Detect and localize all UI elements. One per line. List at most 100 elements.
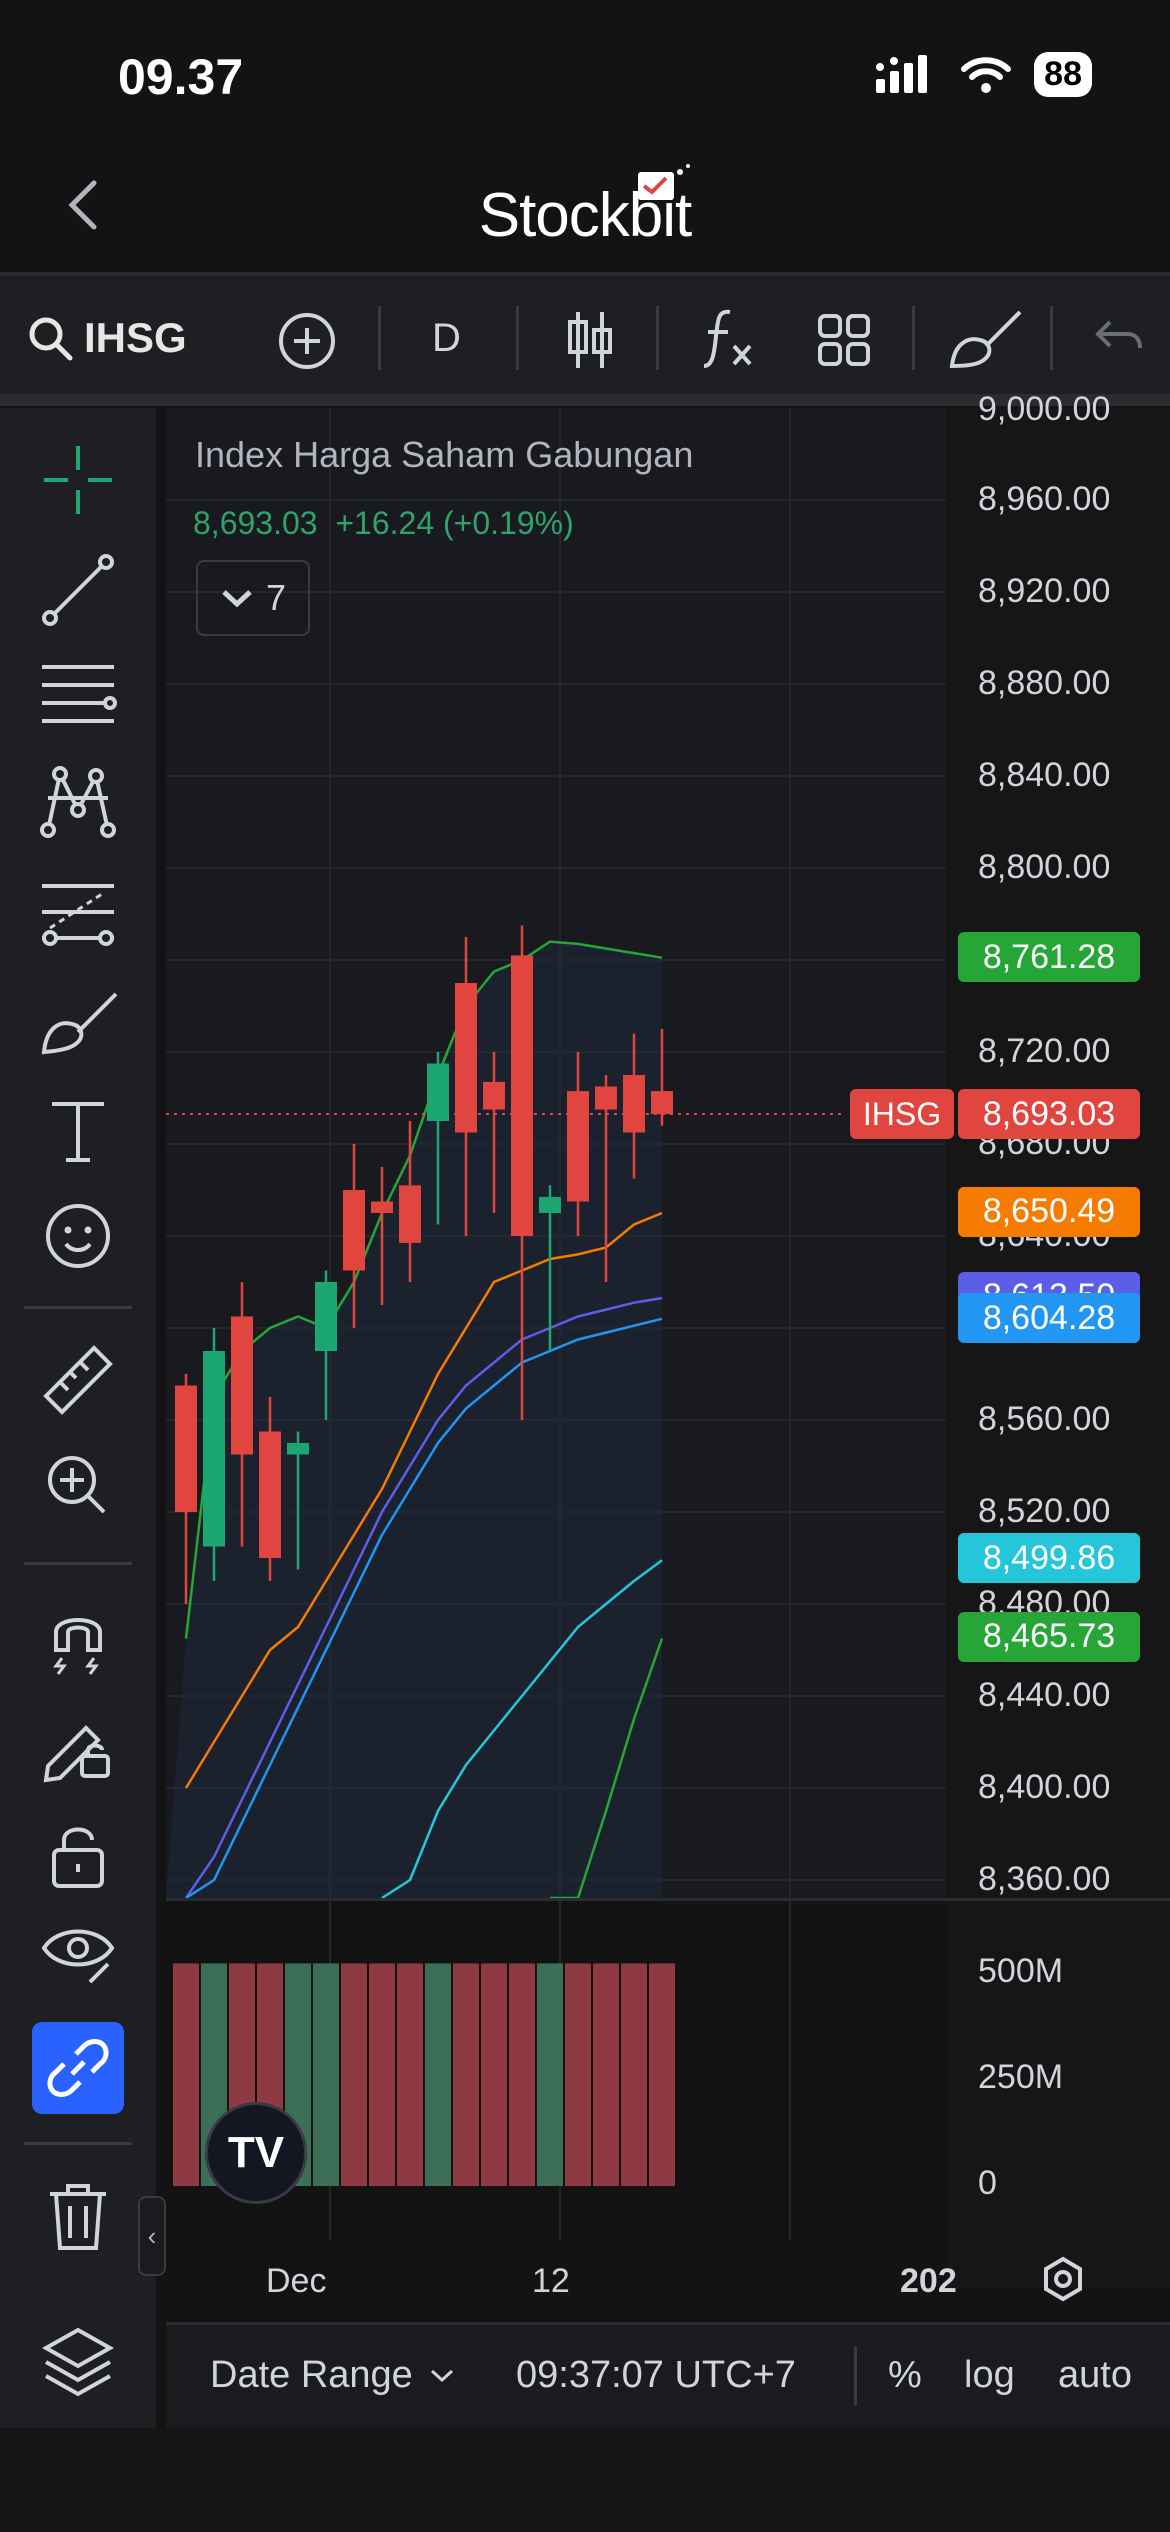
interval-button[interactable]: D <box>432 316 461 360</box>
battery-indicator: 88 <box>1034 52 1092 97</box>
price-badge: 8,604.28 <box>958 1293 1140 1344</box>
bollinger-band-fill <box>166 941 662 1898</box>
volume-bar <box>313 1963 339 2186</box>
brush-icon[interactable] <box>38 980 122 1060</box>
candle-body <box>427 1063 449 1121</box>
visibility-icon[interactable] <box>38 1912 118 1992</box>
price-tick-label: 8,360.00 <box>978 1860 1111 1898</box>
toolbar-separator <box>516 306 519 370</box>
indicators-toggle[interactable]: 7 <box>196 560 310 636</box>
candle-body <box>399 1185 421 1243</box>
magnet-icon[interactable] <box>38 1600 118 1680</box>
undo-icon[interactable] <box>1094 316 1144 360</box>
volume-tick-label: 500M <box>978 1952 1064 1990</box>
indicator-line-ma-blue <box>185 1317 663 1900</box>
volume-bar <box>565 1963 591 2186</box>
candle-body <box>539 1196 561 1213</box>
symbol-search[interactable]: IHSG <box>26 306 187 370</box>
candle-body <box>231 1316 253 1455</box>
fib-levels-icon[interactable] <box>38 655 118 735</box>
volume-bar <box>453 1963 479 2186</box>
chevron-left-icon <box>68 180 97 230</box>
price-tick-label: 9,000.00 <box>978 390 1111 428</box>
indicator-line-ma-cyan <box>381 1559 663 1900</box>
indicators-count: 7 <box>265 577 287 618</box>
price-badge: 8,499.86 <box>958 1533 1140 1584</box>
legend-title: Index Harga Saham Gabungan <box>195 434 694 475</box>
drawing-brush-icon[interactable] <box>946 306 1026 372</box>
indicator-line-upper <box>184 940 663 1639</box>
stockbit-logo-icon <box>638 164 690 200</box>
collapse-tools-handle[interactable]: ‹ <box>138 2196 166 2276</box>
date-range-dropdown[interactable]: Date Range <box>210 2354 455 2397</box>
tools-separator <box>24 1562 132 1565</box>
price-tick-label: 8,880.00 <box>978 664 1111 702</box>
candle-body <box>483 1081 505 1110</box>
price-tick-label: 8,520.00 <box>978 1492 1111 1530</box>
trash-icon[interactable] <box>38 2176 118 2256</box>
ruler-icon[interactable] <box>38 1340 118 1420</box>
status-time: 09.37 <box>118 49 244 105</box>
percent-scale-button[interactable]: % <box>888 2354 922 2396</box>
utc-clock[interactable]: 09:37:07 UTC+7 <box>516 2354 796 2396</box>
crosshair-icon[interactable] <box>38 440 118 520</box>
indicator-line-ma-indigo <box>184 1296 663 1899</box>
header-divider <box>0 272 1170 276</box>
volume-bar <box>537 1963 563 2186</box>
bottom-bar-separator <box>854 2346 857 2406</box>
candle-body <box>595 1086 617 1110</box>
candle-body <box>175 1385 197 1512</box>
emoji-icon[interactable] <box>38 1196 118 1276</box>
price-tick-label: 8,800.00 <box>978 848 1111 886</box>
lock-drawings-icon[interactable] <box>38 1706 118 1786</box>
tools-separator <box>24 2142 132 2145</box>
log-scale-button[interactable]: log <box>964 2354 1015 2396</box>
volume-bar <box>369 1963 395 2186</box>
indicators-fx-icon[interactable] <box>700 306 756 372</box>
toolbar-separator <box>1050 306 1053 370</box>
time-tick-label: 12 <box>532 2262 570 2300</box>
price-tick-label: 8,720.00 <box>978 1032 1111 1070</box>
candle-body <box>623 1075 645 1133</box>
layers-icon[interactable] <box>38 2320 118 2400</box>
candle-body <box>259 1431 281 1558</box>
auto-scale-button[interactable]: auto <box>1058 2354 1132 2396</box>
lock-icon[interactable] <box>38 1814 118 1894</box>
candle-body <box>343 1190 365 1271</box>
volume-bar <box>481 1963 507 2186</box>
pattern-icon[interactable] <box>38 762 118 842</box>
volume-bar <box>173 1963 199 2186</box>
date-range-label: Date Range <box>210 2354 413 2396</box>
chevron-down-icon <box>430 2369 453 2382</box>
volume-bar <box>341 1963 367 2186</box>
price-badge: 8,465.73 <box>958 1611 1140 1662</box>
toolbar-separator <box>656 306 659 370</box>
price-axis[interactable] <box>946 408 1170 2288</box>
settings-icon[interactable] <box>1040 2256 1086 2302</box>
text-tool-icon[interactable] <box>38 1090 118 1170</box>
tradingview-logo-icon[interactable]: TV <box>205 2102 307 2204</box>
trend-line-icon[interactable] <box>38 550 118 630</box>
chevron-down-icon <box>222 590 252 608</box>
back-button[interactable] <box>56 175 116 235</box>
prediction-icon[interactable] <box>38 872 118 952</box>
symbol-price-tag: IHSG <box>850 1089 954 1140</box>
sync-drawings-button[interactable] <box>32 2022 124 2114</box>
signal-icon <box>876 54 928 93</box>
volume-tick-label: 0 <box>978 2164 997 2202</box>
volume-bar <box>509 1963 535 2186</box>
legend-price-change: 8,693.03 +16.24 (+0.19%) <box>193 505 574 541</box>
add-symbol-icon[interactable] <box>276 310 338 372</box>
volume-pane-divider[interactable] <box>166 1898 1170 1901</box>
symbol-label: IHSG <box>84 314 187 361</box>
candle-body <box>287 1443 309 1455</box>
zoom-in-icon[interactable] <box>38 1446 118 1526</box>
link-icon <box>47 2039 109 2097</box>
candle-body <box>651 1091 673 1115</box>
volume-bar <box>397 1963 423 2186</box>
layout-grid-icon[interactable] <box>816 312 872 368</box>
toolbar-separator <box>912 306 915 370</box>
candlestick-icon[interactable] <box>566 308 614 372</box>
candle-body <box>567 1091 589 1202</box>
